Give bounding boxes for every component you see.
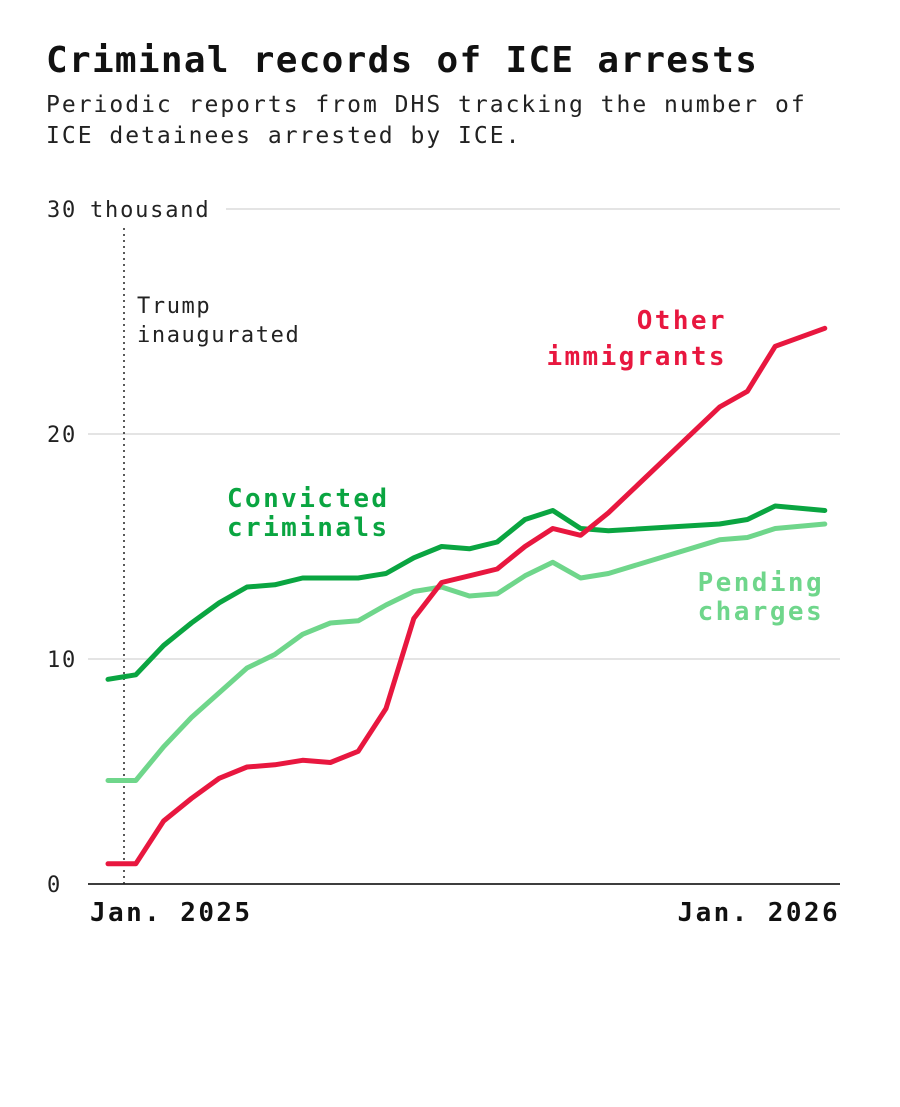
y-unit-label: thousand [90, 198, 210, 223]
chart-title: Criminal records of ICE arrests [46, 40, 758, 81]
series-label-pending-charges-line-1: Pending [698, 568, 824, 598]
y-tick-label-10: 10 [47, 648, 77, 673]
series-label-other-immigrants-line-1: Other [637, 306, 727, 336]
inauguration-annotation-line-1: Trump [137, 294, 211, 319]
series-line-pending-charges [105, 521, 828, 783]
series-line-other-immigrants [105, 325, 828, 867]
y-tick-label-20: 20 [47, 423, 77, 448]
chart-subtitle-line-2: ICE detainees arrested by ICE. [46, 123, 521, 149]
series-line-convicted-criminals [105, 503, 828, 682]
series-label-convicted-criminals-line-1: Convicted [227, 484, 389, 514]
series-label-pending-charges-line-2: charges [698, 597, 824, 627]
y-tick-label-0: 0 [47, 873, 62, 898]
inauguration-annotation-line-2: inaugurated [137, 323, 300, 348]
x-tick-label-jan-2026: Jan. 2026 [678, 898, 840, 928]
chart-subtitle-line-1: Periodic reports from DHS tracking the n… [46, 92, 807, 118]
series-label-convicted-criminals-line-2: criminals [227, 513, 389, 543]
y-tick-label-30: 30 [47, 198, 77, 223]
x-tick-label-jan-2025: Jan. 2025 [90, 898, 252, 928]
series-label-other-immigrants-line-2: immigrants [546, 342, 727, 372]
